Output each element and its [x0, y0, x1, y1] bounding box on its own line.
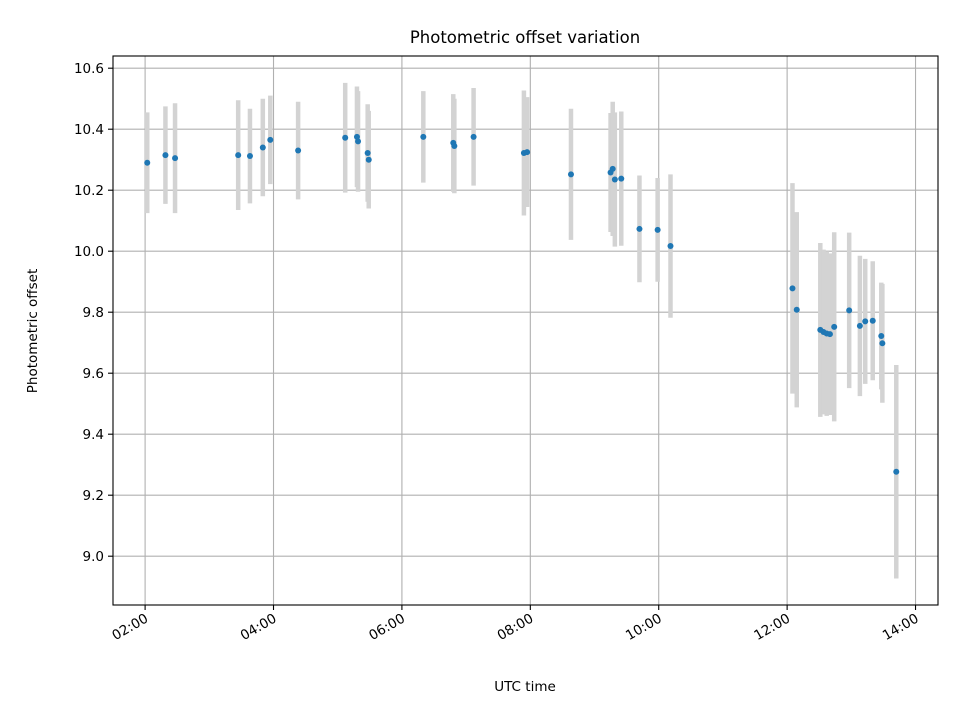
data-point: [667, 243, 674, 250]
data-point: [878, 332, 885, 339]
data-point: [793, 306, 800, 313]
data-point: [862, 318, 869, 325]
data-point: [567, 171, 574, 178]
data-point: [365, 156, 372, 163]
plot-frame: [112, 55, 939, 606]
data-point: [420, 133, 427, 140]
data-points: [144, 133, 900, 475]
data-point: [618, 175, 625, 182]
y-tick-label: 10.6: [74, 61, 104, 77]
data-point: [342, 134, 349, 141]
data-point: [846, 307, 853, 314]
data-point: [144, 159, 151, 166]
x-axis-label: UTC time: [494, 679, 556, 695]
y-tick-label: 10.0: [74, 244, 104, 260]
y-tick-label: 9.4: [83, 427, 104, 443]
y-tick-label: 9.2: [83, 488, 104, 504]
y-tick-label: 10.4: [74, 122, 104, 138]
data-point: [654, 226, 661, 233]
data-point: [893, 468, 900, 475]
data-point: [364, 149, 371, 156]
y-tick-label: 10.2: [74, 183, 104, 199]
data-point: [609, 165, 616, 172]
data-point: [879, 340, 886, 347]
y-tick-label: 9.0: [83, 549, 104, 565]
data-point: [172, 155, 179, 162]
data-point: [267, 136, 274, 143]
data-point: [295, 147, 302, 154]
data-point: [470, 133, 477, 140]
data-point: [869, 317, 876, 324]
y-tick-label: 9.6: [83, 366, 104, 382]
data-point: [611, 176, 618, 183]
data-point: [826, 331, 833, 338]
y-tick-label: 9.8: [83, 305, 104, 321]
y-axis-label: Photometric offset: [25, 269, 41, 393]
data-point: [831, 323, 838, 330]
data-point: [636, 225, 643, 232]
data-point: [451, 142, 458, 149]
chart-title: Photometric offset variation: [410, 28, 640, 47]
data-point: [259, 144, 266, 151]
data-point: [246, 153, 253, 160]
data-point: [355, 138, 362, 145]
data-point: [856, 322, 863, 329]
data-point: [235, 152, 242, 159]
data-point: [524, 149, 531, 156]
data-point: [353, 133, 360, 140]
y-axis: 9.0 9.2 9.4 9.6 9.8 10.0 10.2 10.4 10.6: [74, 61, 113, 565]
data-point: [789, 285, 796, 292]
data-point: [162, 152, 169, 159]
